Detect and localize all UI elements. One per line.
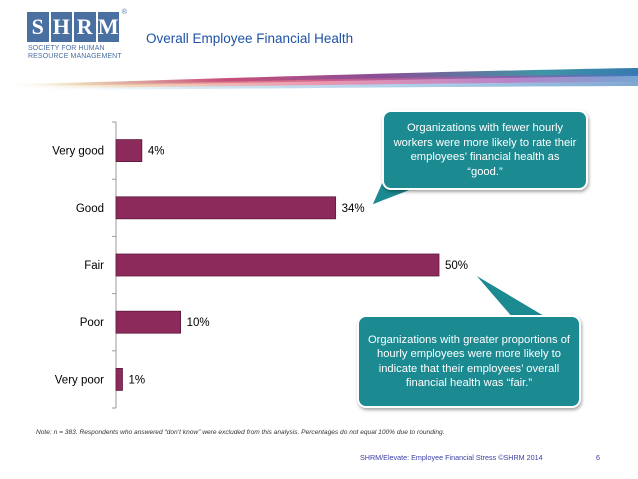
footer-source: SHRM/Elevate: Employee Financial Stress … (360, 453, 543, 462)
logo-subtitle-line: SOCIETY FOR HUMAN (28, 45, 105, 52)
logo-letter: R (74, 12, 96, 42)
logo-letter: M (97, 12, 119, 42)
bar-fair (115, 253, 440, 277)
callout-fair: Organizations with greater proportions o… (357, 315, 581, 408)
bar-poor (115, 310, 181, 334)
registered-mark: ® (121, 9, 127, 16)
callout-good-text: Organizations with fewer hourly workers … (393, 122, 577, 178)
bar-very-poor (115, 367, 123, 391)
callout-good: Organizations with fewer hourly workers … (382, 110, 588, 190)
category-label: Very poor (55, 374, 104, 386)
bar-good (115, 196, 337, 220)
logo-letter: H (50, 12, 72, 42)
value-label: 10% (187, 317, 210, 329)
category-label: Good (76, 203, 104, 215)
logo-subtitle: SOCIETY FOR HUMAN RESOURCE MANAGEMENT (28, 45, 123, 61)
value-label: 4% (148, 146, 165, 158)
chart-note: Note: n = 383. Respondents who answered … (36, 429, 445, 436)
slide-title: Overall Employee Financial Health (146, 31, 354, 46)
category-label: Fair (84, 260, 104, 272)
logo-letter: S (27, 12, 49, 42)
page-number: 6 (596, 453, 600, 462)
shrm-logo: S H R M ® SOCIETY FOR HUMAN RESOURCE MAN… (27, 9, 127, 62)
value-label: 50% (445, 260, 468, 272)
category-label: Poor (80, 317, 104, 329)
callout-fair-text: Organizations with greater proportions o… (367, 333, 571, 390)
logo-mark: S H R M ® (27, 9, 127, 42)
header-swoosh (0, 68, 638, 90)
category-label: Very good (52, 146, 104, 158)
bar-very-good (115, 139, 143, 163)
value-label: 1% (128, 374, 145, 386)
value-label: 34% (342, 203, 365, 215)
logo-subtitle-line: RESOURCE MANAGEMENT (28, 53, 122, 60)
